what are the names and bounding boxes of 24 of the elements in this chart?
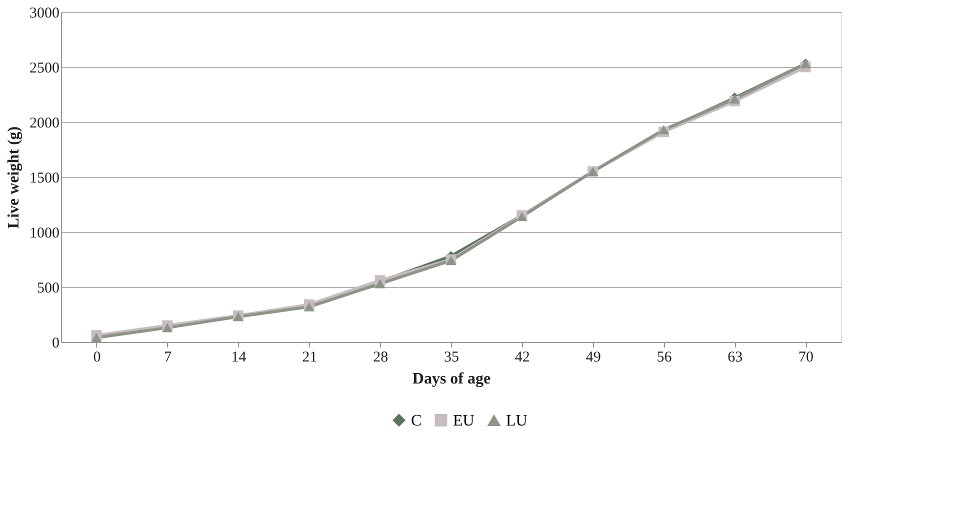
x-axis-title: Days of age (412, 370, 491, 388)
y-tick-label: 500 (37, 280, 60, 296)
y-tick-label: 3000 (30, 6, 60, 22)
x-tick-label: 14 (231, 350, 247, 366)
y-axis-title: Live weight (g) (6, 126, 22, 229)
x-tick-label: 49 (586, 350, 601, 366)
legend-label: C (411, 412, 422, 430)
x-tick-label: 56 (656, 350, 672, 366)
legend-label: LU (506, 412, 528, 430)
y-tick-label: 0 (52, 336, 60, 352)
x-tick-label: 63 (728, 350, 743, 366)
y-tick-label: 2000 (30, 116, 60, 132)
x-tick-label: 42 (514, 350, 530, 366)
x-tick-label: 70 (798, 350, 814, 366)
x-tick-label: 21 (302, 350, 318, 366)
x-tick-label: 28 (373, 350, 388, 366)
point (374, 279, 386, 288)
legend-label: EU (453, 412, 475, 430)
y-tick-label: 1000 (30, 226, 60, 242)
x-tick-label: 7 (164, 350, 172, 366)
x-tick-label: 0 (93, 350, 101, 366)
x-tick-label: 35 (444, 350, 459, 366)
y-tick-label: 2500 (30, 60, 60, 76)
y-tick-label: 1500 (30, 170, 60, 186)
